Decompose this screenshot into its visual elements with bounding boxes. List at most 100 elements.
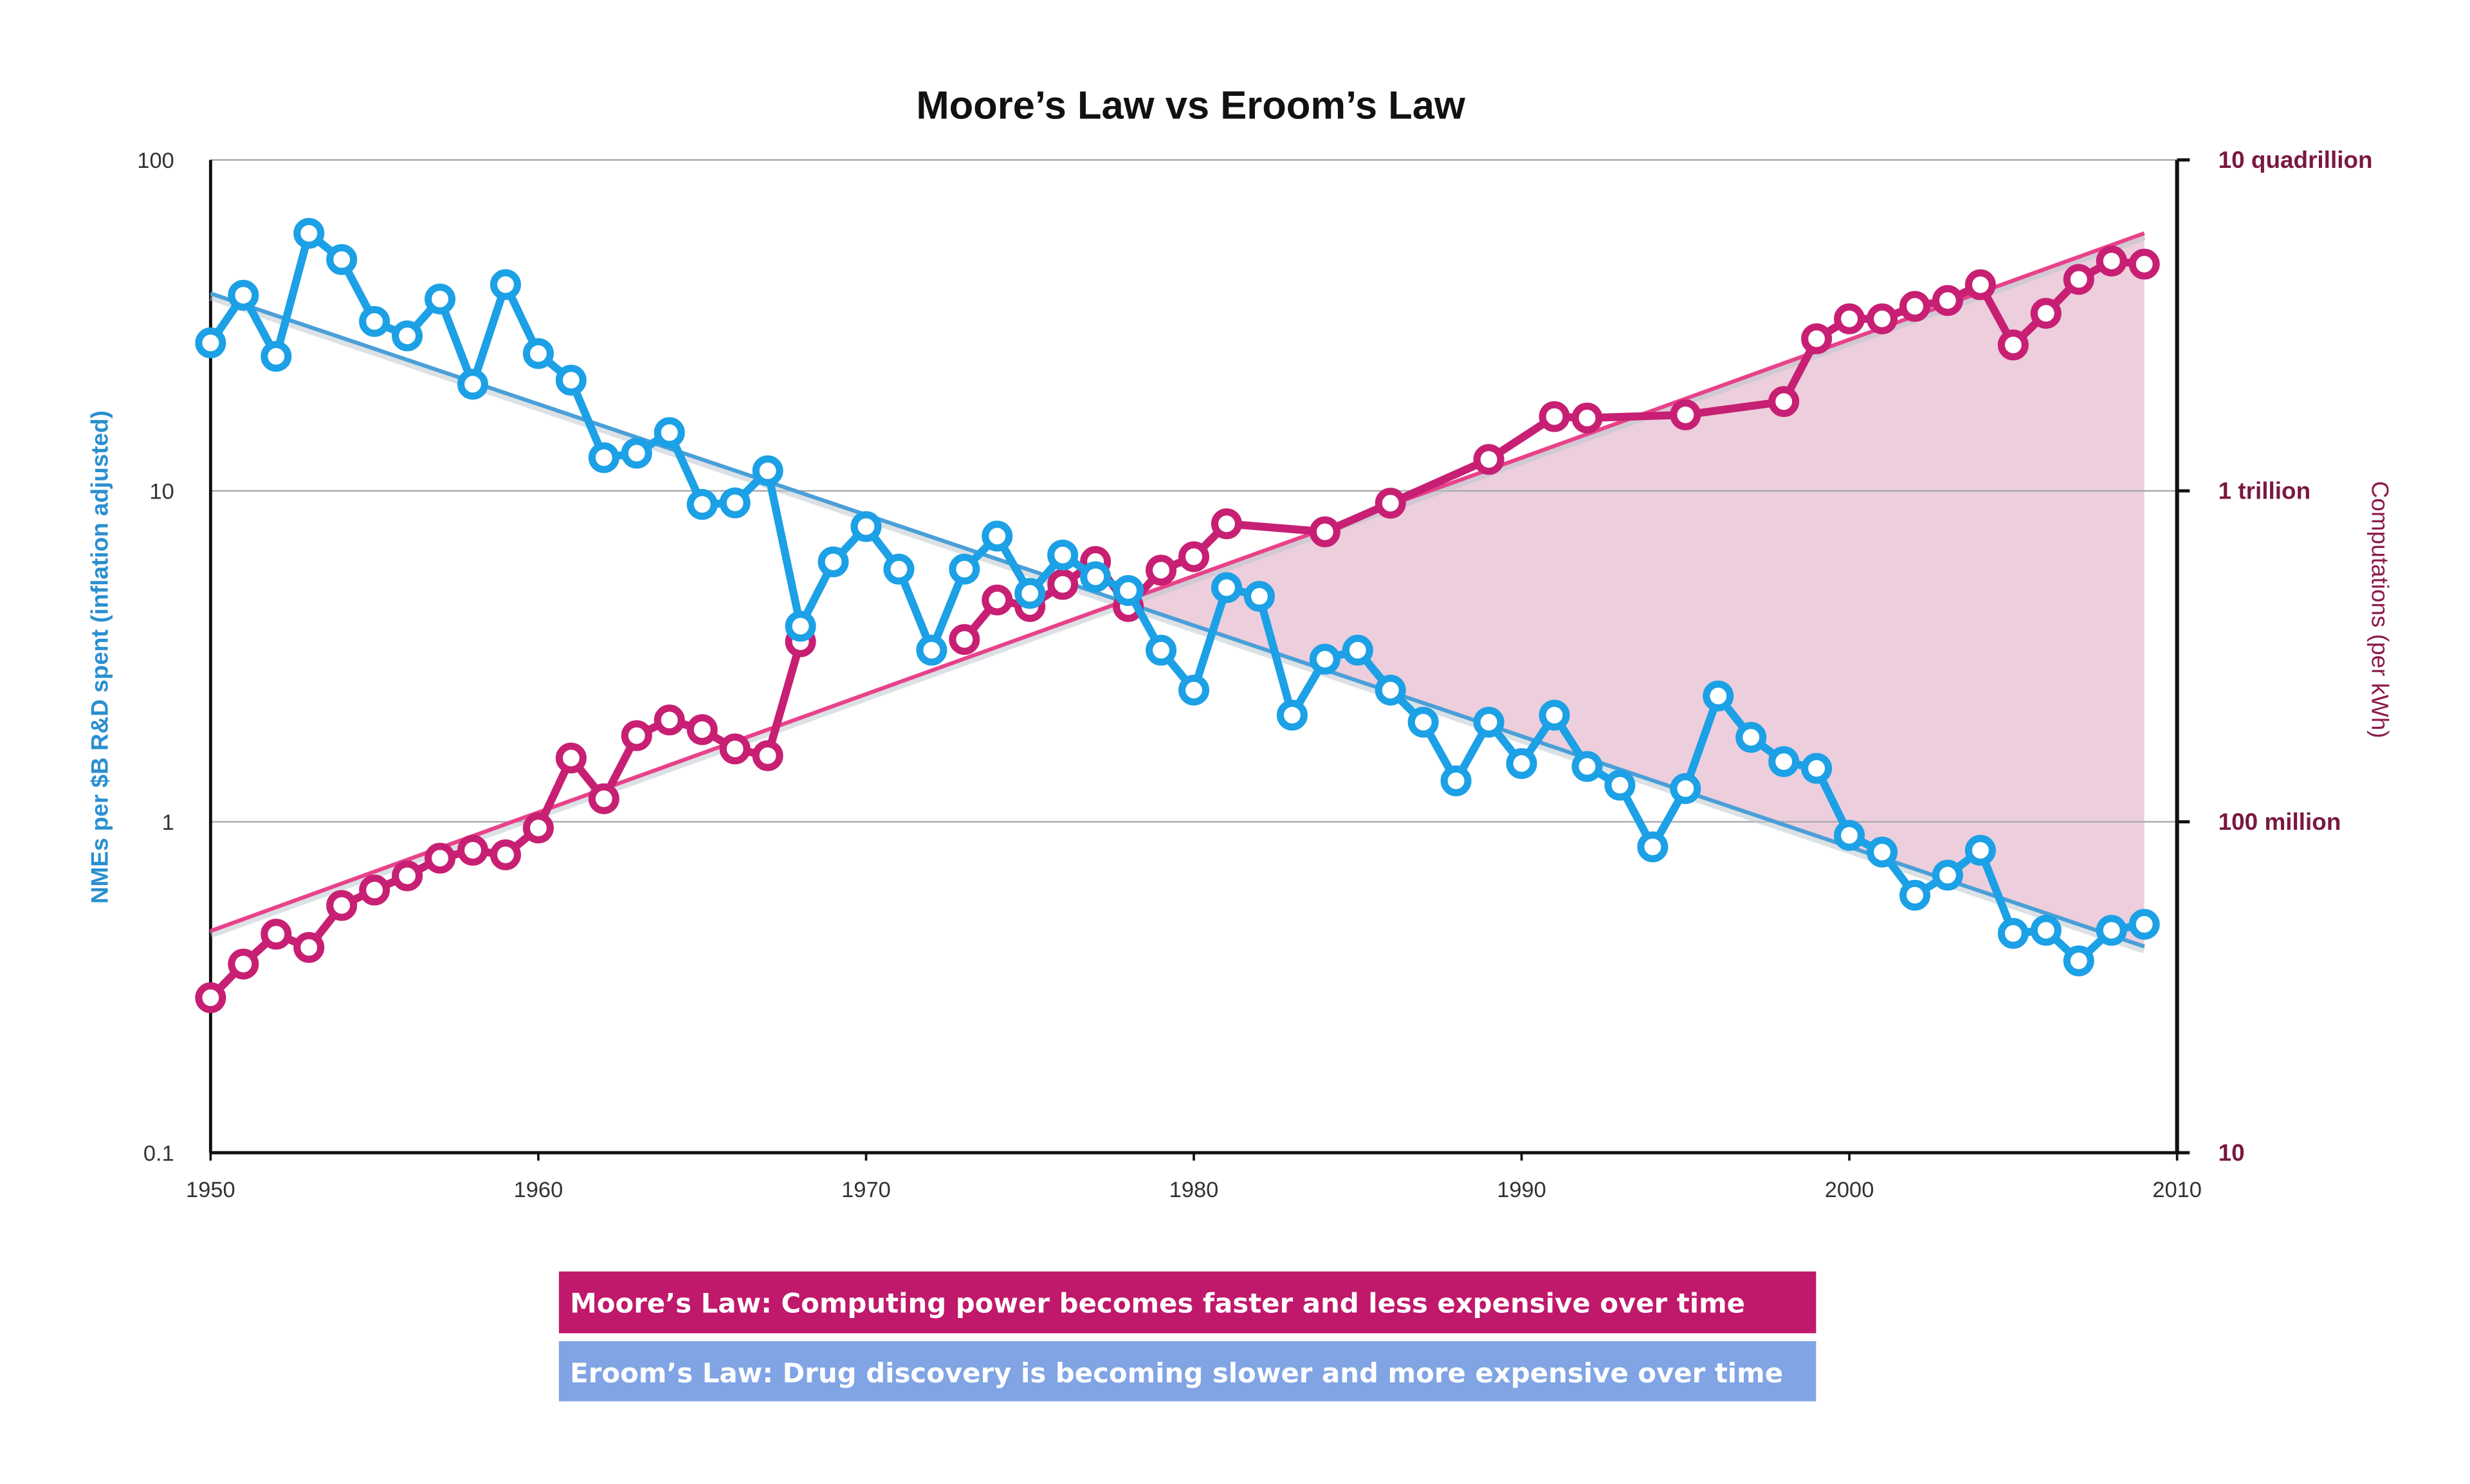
eroom-point: [1178, 674, 1209, 706]
eroom-point: [555, 365, 587, 396]
right-tick-label: 10: [2218, 1139, 2245, 1166]
eroom-point: [2128, 908, 2160, 940]
eroom-point: [489, 269, 521, 300]
moore-point: [654, 704, 685, 736]
moore-point: [195, 982, 226, 1014]
legend-eroom-box: [558, 1341, 1816, 1402]
eroom-point: [2096, 915, 2127, 946]
eroom-point: [359, 306, 390, 337]
eroom-point: [425, 283, 456, 315]
eroom-point: [1113, 574, 1144, 606]
eroom-point: [1834, 820, 1865, 851]
x-tick-label: 1960: [514, 1178, 563, 1202]
moore-point: [522, 812, 554, 844]
moore-point: [982, 584, 1013, 616]
eroom-point: [1964, 834, 1996, 866]
x-tick-label: 1950: [186, 1178, 235, 1202]
moore-point: [1964, 269, 1996, 300]
moore-point: [621, 720, 652, 751]
left-tick-label: 1: [162, 811, 174, 835]
eroom-point: [326, 244, 358, 275]
moore-point: [1211, 508, 1242, 540]
right-axis-label: Computations (per kWh): [2366, 481, 2393, 738]
x-tick-label: 2010: [2152, 1178, 2202, 1202]
eroom-point: [1309, 643, 1340, 675]
eroom-point: [1768, 746, 1800, 778]
moore-point: [1834, 303, 1865, 334]
moore-point: [425, 843, 456, 874]
moore-point: [1146, 554, 1177, 586]
moore-point: [1801, 323, 1833, 354]
eroom-point: [1867, 836, 1898, 868]
eroom-point: [522, 338, 554, 369]
eroom-point: [1211, 572, 1242, 603]
moore-point: [1375, 488, 1406, 519]
legend-moore-box: [558, 1271, 1816, 1333]
eroom-point: [1604, 769, 1636, 801]
moore-point: [686, 714, 718, 746]
moore-point: [489, 839, 521, 870]
eroom-point: [1637, 831, 1669, 863]
left-tick-label: 100: [137, 149, 174, 173]
x-tick-label: 1970: [841, 1178, 891, 1202]
eroom-point: [621, 437, 652, 469]
eroom-point: [654, 417, 685, 448]
moore-point: [1768, 386, 1800, 417]
shaded-gap-area: [1123, 233, 2145, 947]
eroom-point: [2030, 915, 2062, 946]
eroom-point: [1670, 773, 1701, 804]
eroom-point: [228, 280, 259, 311]
moore-point: [555, 742, 587, 774]
eroom-point: [1571, 751, 1603, 782]
moore-point: [1571, 402, 1603, 434]
moore-point: [2030, 298, 2062, 329]
legend-moore-label: Moore’s Law: Computing power becomes fas…: [570, 1288, 1745, 1319]
eroom-point: [1735, 722, 1767, 753]
trend-lines: [209, 231, 2146, 954]
eroom-point: [261, 340, 292, 372]
left-axis-label: NMEs per $B R&D spent (inflation adjuste…: [86, 410, 113, 904]
eroom-point: [1342, 634, 1373, 666]
eroom-point: [293, 217, 325, 249]
moore-point: [326, 890, 358, 921]
moore-point: [1473, 444, 1505, 475]
moore-point: [1539, 401, 1570, 432]
eroom-point: [1047, 539, 1079, 571]
eroom-point: [1375, 674, 1406, 706]
eroom-point: [1801, 753, 1833, 784]
moore-point: [719, 733, 751, 765]
eroom-point: [916, 634, 947, 666]
eroom-point: [1243, 581, 1275, 612]
legend-eroom-label: Eroom’s Law: Drug discovery is becoming …: [570, 1357, 1783, 1389]
moore-point: [2096, 245, 2127, 277]
moore-point: [1867, 303, 1898, 334]
eroom-point: [850, 511, 882, 542]
moore-point: [1899, 291, 1930, 322]
x-tick-label: 2000: [1825, 1178, 1874, 1202]
eroom-trend-line: [210, 291, 2145, 949]
moore-point: [752, 740, 783, 771]
eroom-point: [195, 327, 226, 359]
eroom-point: [1539, 699, 1570, 731]
eroom-point: [1407, 706, 1439, 738]
moore-point: [1670, 399, 1701, 430]
shaded-gap-polygon: [1123, 233, 2145, 947]
moore-point: [293, 931, 325, 963]
right-tick-label: 1 trillion: [2218, 477, 2311, 504]
right-tick-label: 100 million: [2218, 809, 2341, 835]
left-tick-label: 0.1: [143, 1141, 174, 1166]
moore-point: [359, 874, 390, 906]
moore-point: [2063, 264, 2094, 295]
moore-point: [1309, 516, 1340, 547]
moore-point: [1047, 569, 1079, 600]
moore-point: [2128, 248, 2160, 280]
eroom-point: [719, 487, 751, 518]
moore-point: [949, 624, 980, 655]
eroom-point: [1997, 918, 2029, 949]
moore-point: [1178, 541, 1209, 573]
eroom-point: [392, 320, 423, 352]
eroom-point: [752, 455, 783, 486]
eroom-point: [883, 553, 915, 585]
legend: Moore’s Law: Computing power becomes fas…: [558, 1271, 1816, 1402]
